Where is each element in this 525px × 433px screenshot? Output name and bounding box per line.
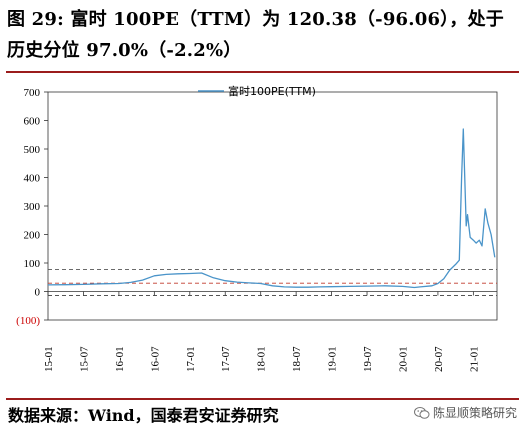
x-tick-label: 19-01 (327, 346, 339, 372)
x-tick-label: 17-07 (220, 346, 232, 372)
x-tick-label: 15-01 (43, 346, 55, 372)
legend: 富时100PE(TTM) (198, 84, 316, 98)
y-tick-label: 300 (24, 201, 41, 213)
x-tick-label: 20-07 (433, 346, 445, 372)
figure-title: 图 29: 富时 100PE（TTM）为 120.38（-96.06），处于历史… (7, 9, 504, 61)
title-rule (6, 71, 519, 73)
y-tick-label: 400 (24, 173, 41, 185)
x-tick-label: 17-01 (185, 346, 197, 372)
series-layer (47, 128, 496, 289)
x-tick-label: 20-01 (397, 346, 409, 372)
x-tick-label: 21-01 (468, 346, 480, 372)
series-line (47, 128, 496, 289)
y-axis: 700 600 500 400 300 200 100 0 (100) (16, 87, 497, 327)
x-tick-label: 18-07 (291, 346, 303, 372)
x-tick-label: 16-07 (149, 346, 161, 372)
y-tick-label: 500 (24, 144, 41, 156)
x-tick-label: 18-01 (256, 346, 268, 372)
y-tick-label: 200 (24, 230, 41, 242)
y-tick-label: 700 (24, 87, 41, 99)
y-tick-label: 600 (24, 116, 41, 128)
wechat-icon (413, 406, 430, 419)
source-rule (6, 398, 519, 400)
legend-label: 富时100PE(TTM) (228, 84, 316, 98)
pe-line-chart: 700 600 500 400 300 200 100 0 (100) 15-01 15-07 16… (16, 84, 498, 372)
x-tick-label: 19-07 (362, 346, 374, 372)
watermark-text: 陈显顺策略研究 (432, 406, 517, 420)
watermark: 陈显顺策略研究 (413, 404, 517, 421)
y-tick-label: 0 (35, 287, 41, 299)
y-tick-label: 100 (24, 258, 41, 270)
x-tick-label: 15-07 (78, 346, 90, 372)
reference-lines (48, 269, 497, 296)
x-axis: 15-01 15-07 16-01 16-07 17-01 17-07 18-01 18-07… (43, 291, 480, 372)
source-note: 数据来源：Wind，国泰君安证券研究 (8, 406, 279, 425)
x-tick-label: 16-01 (114, 346, 126, 372)
y-tick-label: (100) (16, 315, 40, 327)
